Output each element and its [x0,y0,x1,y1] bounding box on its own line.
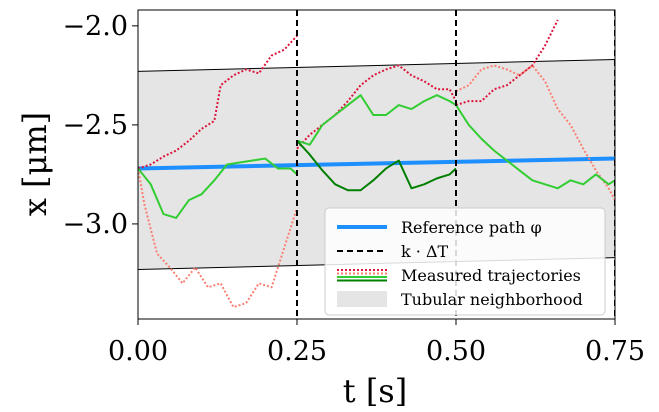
trajectory-line-6 [296,140,457,192]
legend-label: Reference path φ [401,218,542,237]
x-axis-label: t [s] [343,372,407,410]
reference-path-line [138,156,615,171]
y-tick-label: −2.0 [62,11,128,42]
y-tick-label: −2.5 [62,110,128,141]
legend-entry: Measured trajectories [337,266,581,285]
x-tick-label: 0.00 [108,336,168,367]
legend-label: Tubular neighborhood [401,290,583,309]
legend: Reference path φ k · ΔT Measured trajector… [324,207,606,316]
x-tick-label: 0.25 [267,336,327,367]
x-tick-label: 0.50 [426,336,486,367]
trajectory-line-8 [455,64,615,201]
x-tick-label: 0.75 [585,336,645,367]
plot-frame [137,9,616,320]
tube-upper-boundary [138,59,615,72]
legend-label: k · ΔT [401,242,449,261]
trajectory-line-9 [455,104,615,190]
axis-ticks: 0.00 0.25 0.50 0.75 −3.0 −2.5 −2.0 [62,11,645,367]
y-axis-label: x [μm] [16,112,54,216]
legend-box [324,207,606,316]
trajectory-line-3 [138,157,298,219]
legend-entry: k · ΔT [337,242,449,261]
legend-label: Measured trajectories [401,266,581,285]
trajectory-line-7 [455,19,559,107]
trajectory-line-2 [138,168,298,309]
legend-handle-area [337,291,387,307]
legend-entry: Reference path φ [337,218,542,237]
trajectory-line-1 [138,35,298,170]
trajectory-line-5 [296,94,457,146]
legend-entry: Tubular neighborhood [337,290,583,309]
y-tick-label: −3.0 [62,209,128,240]
